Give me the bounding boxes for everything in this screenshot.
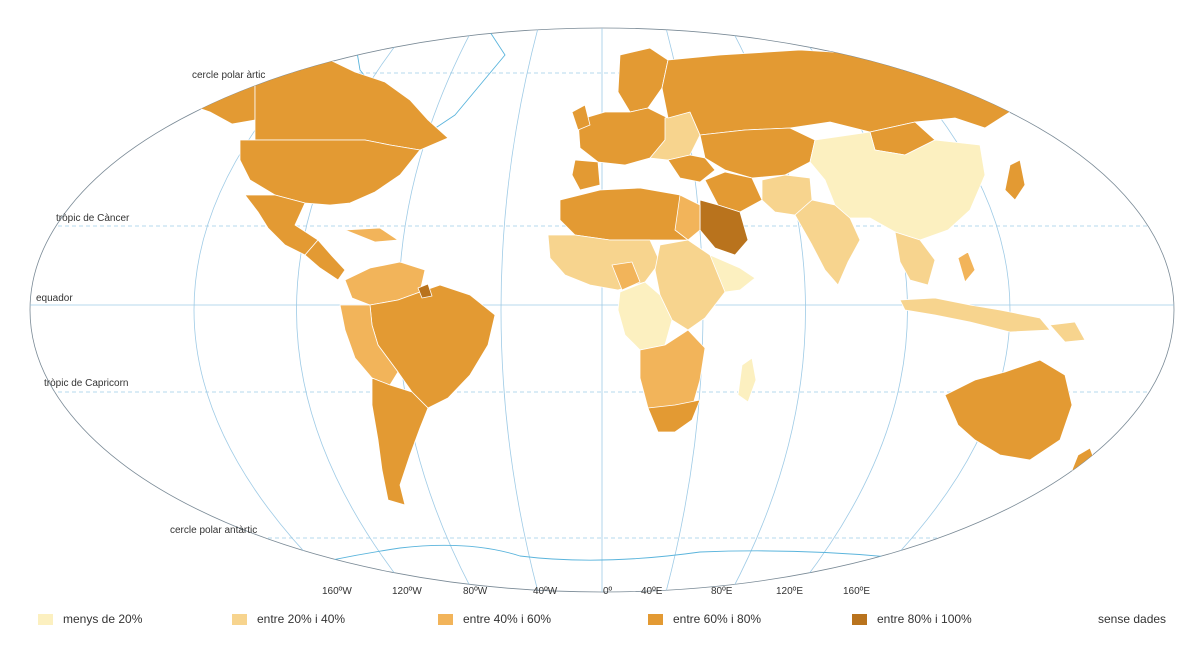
legend-swatch-60-80 bbox=[648, 613, 663, 625]
russia bbox=[661, 49, 1036, 136]
south-africa bbox=[647, 399, 701, 433]
nigeria bbox=[611, 261, 641, 291]
argentina-chile bbox=[371, 377, 429, 506]
meridian-label-40e: 40ºE bbox=[641, 586, 663, 597]
peru-bolivia bbox=[339, 304, 399, 386]
new-guinea bbox=[1049, 321, 1086, 343]
australia bbox=[944, 359, 1073, 461]
world-map: cercle polar àrtic tròpic de Càncer equa… bbox=[29, 27, 1175, 597]
antarctic-circle-label: cercle polar antàrtic bbox=[170, 525, 257, 536]
map-legend: menys de 20% entre 20% i 40% entre 40% i… bbox=[0, 612, 1200, 642]
legend-label-20-40: entre 20% i 40% bbox=[257, 612, 346, 626]
equator-label: equador bbox=[36, 293, 73, 304]
legend-item-lt20: menys de 20% bbox=[38, 612, 142, 626]
usa bbox=[239, 139, 421, 206]
meridian-label-120e: 120ºE bbox=[776, 586, 803, 597]
legend-swatch-40-60 bbox=[438, 613, 453, 625]
legend-label-40-60: entre 40% i 60% bbox=[463, 612, 552, 626]
uk-ireland bbox=[571, 104, 591, 131]
parallel-labels: cercle polar àrtic tròpic de Càncer equa… bbox=[36, 70, 265, 536]
indonesia bbox=[899, 297, 1051, 333]
meridian-40w bbox=[500, 28, 539, 592]
madagascar bbox=[737, 357, 757, 403]
meridian-labels: 160ºW 120ºW 80ºW 40ºW 0º 40ºE 80ºE 120ºE… bbox=[322, 586, 870, 597]
saudi-arabia-gulf bbox=[699, 199, 749, 256]
legend-label-lt20: menys de 20% bbox=[63, 612, 143, 626]
horn-of-africa bbox=[709, 254, 756, 293]
kazakhstan-central-asia bbox=[699, 127, 816, 179]
meridian-label-80e: 80ºE bbox=[711, 586, 733, 597]
central-america bbox=[304, 239, 346, 281]
french-guiana bbox=[417, 283, 433, 299]
legend-item-40-60: entre 40% i 60% bbox=[438, 612, 551, 626]
legend-item-60-80: entre 60% i 80% bbox=[648, 612, 761, 626]
tropic-capricorn-label: tròpic de Capricorn bbox=[44, 378, 128, 389]
caribbean bbox=[344, 227, 399, 243]
legend-swatch-20-40 bbox=[232, 613, 247, 625]
legend-label-80-100: entre 80% i 100% bbox=[877, 612, 972, 626]
philippines bbox=[957, 251, 976, 283]
egypt bbox=[674, 194, 701, 241]
arctic-circle-label: cercle polar àrtic bbox=[192, 70, 265, 81]
meridian-label-120w: 120ºW bbox=[392, 586, 422, 597]
legend-item-80-100: entre 80% i 100% bbox=[852, 612, 972, 626]
meridian-label-40w: 40ºW bbox=[533, 586, 558, 597]
meridian-label-160e: 160ºE bbox=[843, 586, 870, 597]
meridian-label-0: 0º bbox=[603, 586, 613, 597]
legend-swatch-lt20 bbox=[38, 613, 53, 625]
legend-label-no-data: sense dades bbox=[1098, 612, 1167, 626]
arctic-islands bbox=[214, 28, 331, 61]
countries bbox=[177, 28, 1099, 581]
turkey-caucasus bbox=[667, 154, 716, 183]
meridian-label-160w: 160ºW bbox=[322, 586, 352, 597]
legend-item-20-40: entre 20% i 40% bbox=[232, 612, 345, 626]
legend-swatch-80-100 bbox=[852, 613, 867, 625]
japan bbox=[1004, 159, 1026, 201]
legend-item-no-data: sense dades bbox=[1098, 612, 1166, 626]
india bbox=[794, 199, 861, 286]
tropic-cancer-label: tròpic de Càncer bbox=[56, 213, 130, 224]
meridian-label-80w: 80ºW bbox=[463, 586, 488, 597]
scandinavia bbox=[617, 47, 669, 113]
legend-label-60-80: entre 60% i 80% bbox=[673, 612, 762, 626]
china bbox=[809, 131, 986, 241]
southeast-asia bbox=[894, 231, 936, 286]
iberia bbox=[571, 159, 601, 191]
